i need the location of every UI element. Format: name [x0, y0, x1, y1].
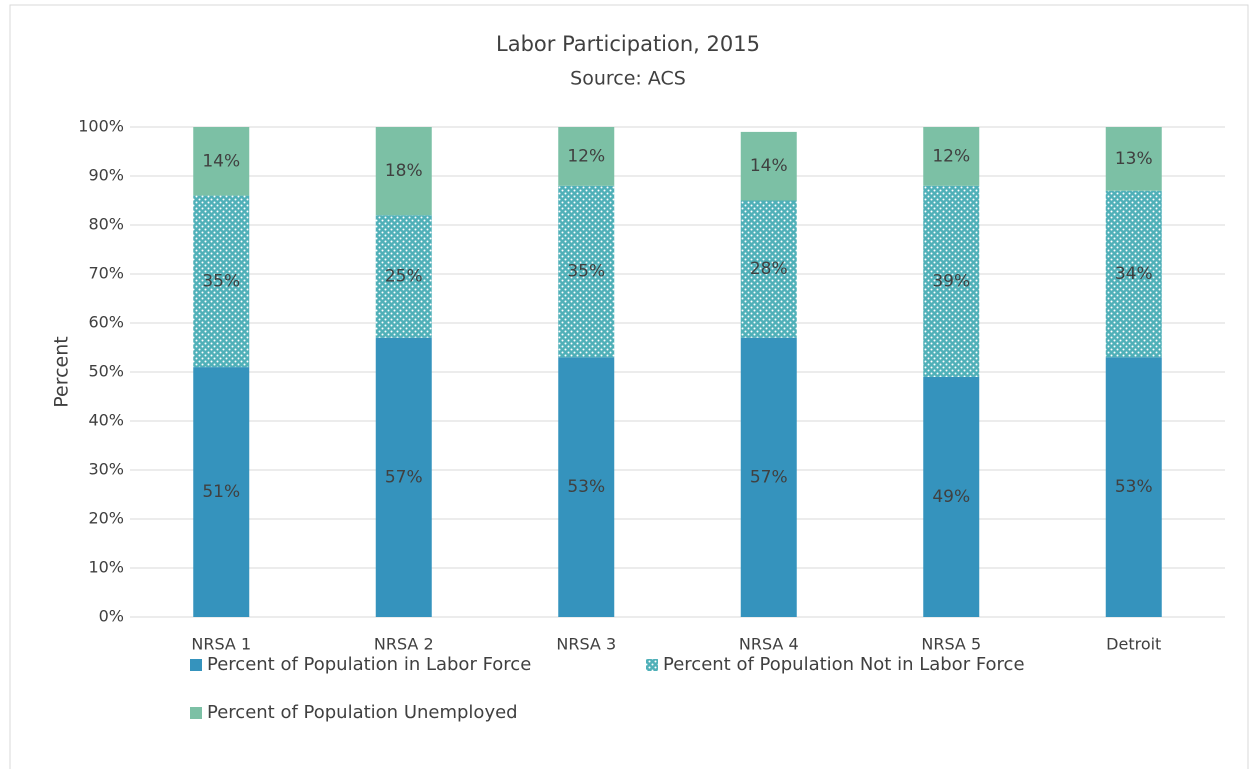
y-tick-label: 80%: [88, 215, 124, 234]
bar-segment: [558, 357, 615, 617]
bar-segment: [193, 195, 250, 368]
y-tick-label: 90%: [88, 166, 124, 185]
y-tick-label: 30%: [88, 460, 124, 479]
data-label: 12%: [932, 146, 970, 166]
bar-segment: [740, 131, 797, 201]
data-label: 18%: [385, 161, 423, 181]
y-tick-label: 60%: [88, 313, 124, 332]
x-tick-label: NRSA 4: [739, 635, 799, 654]
bar-segment: [923, 185, 980, 377]
data-label: 57%: [385, 467, 423, 487]
data-label: 14%: [202, 151, 240, 171]
bar-segment: [1105, 357, 1162, 617]
data-label: 35%: [567, 262, 605, 282]
data-label: 12%: [567, 146, 605, 166]
bar-segment: [375, 127, 432, 216]
chart-subtitle: Source: ACS: [570, 68, 686, 90]
legend-swatch: [646, 659, 658, 671]
bar-segment: [375, 337, 432, 617]
legend-label: Percent of Population in Labor Force: [207, 654, 531, 675]
data-label: 57%: [750, 467, 788, 487]
data-label: 51%: [202, 482, 240, 502]
x-tick-label: NRSA 1: [191, 635, 251, 654]
y-tick-label: 0%: [99, 607, 124, 626]
x-tick-label: NRSA 3: [556, 635, 616, 654]
y-tick-label: 40%: [88, 411, 124, 430]
data-label: 53%: [1115, 477, 1153, 497]
data-label: 28%: [750, 259, 788, 279]
data-label: 35%: [202, 271, 240, 291]
data-label: 13%: [1115, 149, 1153, 169]
bar-segment: [923, 376, 980, 617]
bar-segment: [558, 185, 615, 358]
legend-swatch: [190, 659, 202, 671]
legend-swatch: [190, 707, 202, 719]
x-tick-label: NRSA 5: [921, 635, 981, 654]
x-tick-label: NRSA 2: [374, 635, 434, 654]
chart-title: Labor Participation, 2015: [496, 32, 760, 56]
bar-segment: [193, 127, 250, 196]
bar-segment: [558, 127, 615, 186]
bar-segment: [1105, 127, 1162, 191]
y-tick-label: 100%: [78, 117, 124, 136]
data-label: 14%: [750, 156, 788, 176]
data-label: 39%: [932, 271, 970, 291]
bar-segment: [193, 367, 250, 617]
legend-label: Percent of Population Not in Labor Force: [663, 654, 1025, 675]
data-label: 34%: [1115, 264, 1153, 284]
data-label: 53%: [567, 477, 605, 497]
y-tick-label: 50%: [88, 362, 124, 381]
data-label: 25%: [385, 266, 423, 286]
y-tick-label: 70%: [88, 264, 124, 283]
x-tick-label: Detroit: [1106, 635, 1161, 654]
bar-segment: [923, 127, 980, 186]
bar-segment: [740, 337, 797, 617]
data-label: 49%: [932, 487, 970, 507]
legend-label: Percent of Population Unemployed: [207, 702, 518, 723]
bar-segment: [375, 215, 432, 338]
y-tick-label: 10%: [88, 558, 124, 577]
y-axis-label: Percent: [51, 336, 73, 408]
bar-segment: [740, 200, 797, 338]
bar-segment: [1105, 190, 1162, 358]
y-tick-label: 20%: [88, 509, 124, 528]
